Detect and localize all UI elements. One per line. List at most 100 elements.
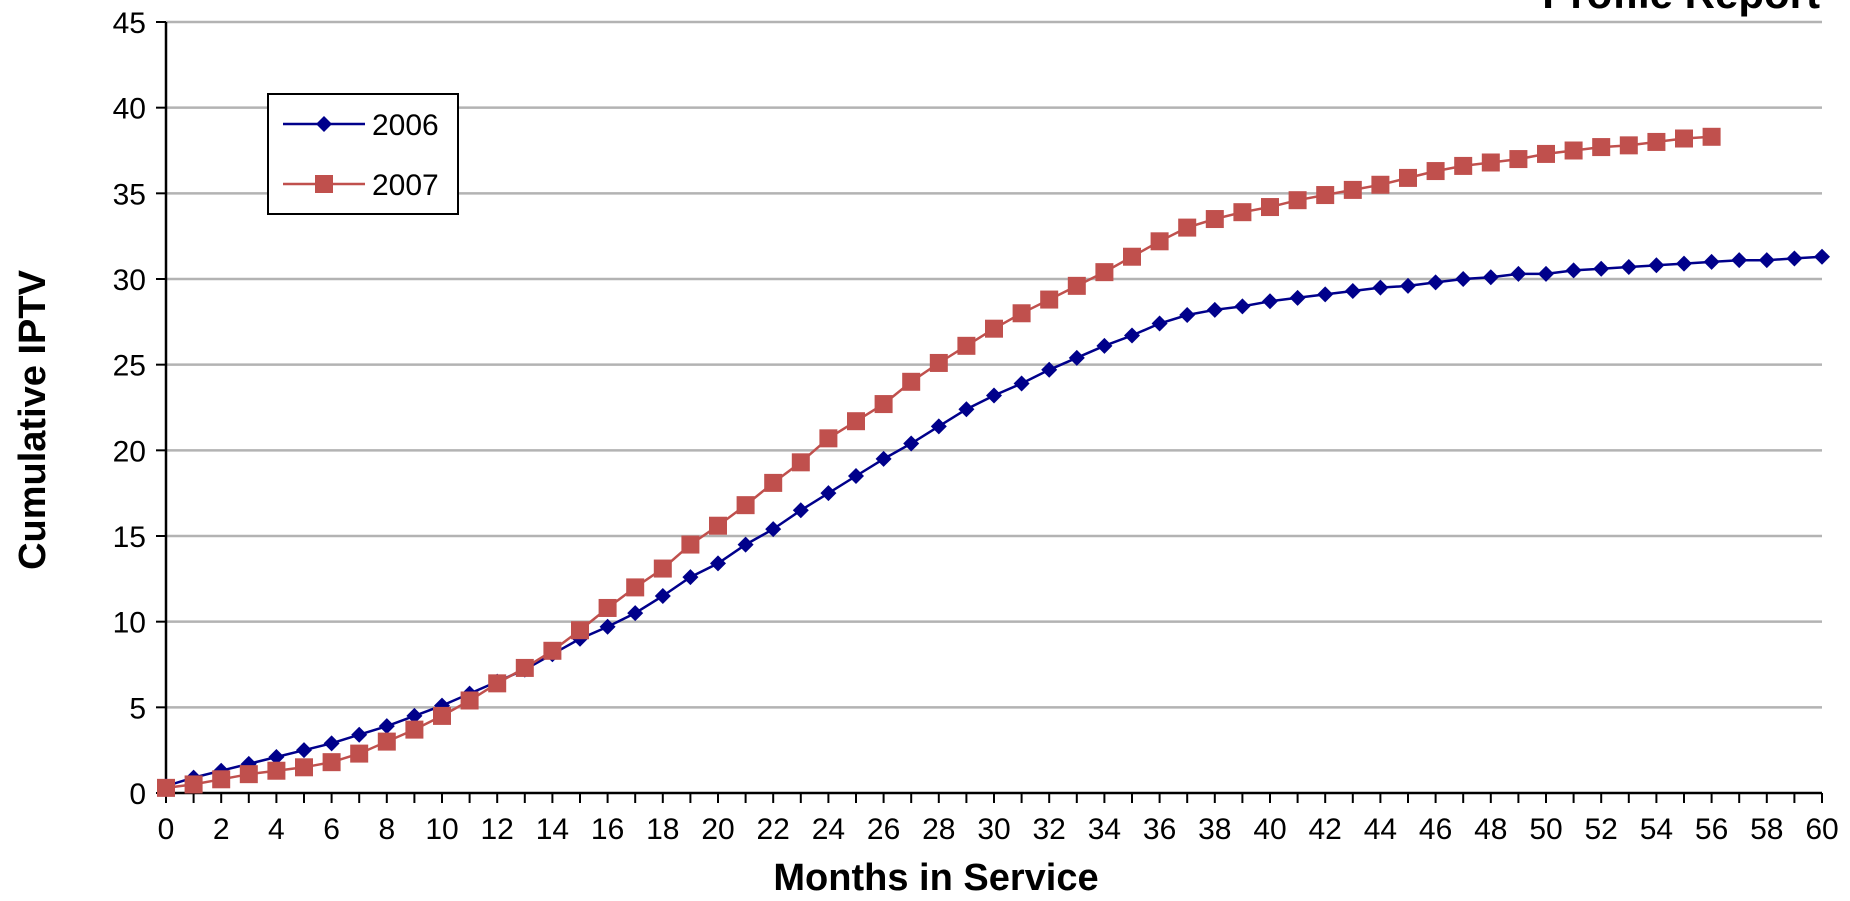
x-tick-label-8: 8 <box>378 813 395 846</box>
point-2006-52 <box>1593 260 1610 277</box>
point-2006-59 <box>1786 250 1803 267</box>
point-2006-53 <box>1620 259 1637 276</box>
point-2007-18 <box>653 559 672 578</box>
point-2007-30 <box>985 319 1003 338</box>
legend-marker-2006 <box>316 116 332 132</box>
point-2007-14 <box>543 641 562 660</box>
legend-label-2006: 2006 <box>372 109 439 142</box>
point-2007-31 <box>1012 304 1031 323</box>
x-tick-label-12: 12 <box>481 813 514 846</box>
point-2007-22 <box>764 473 783 492</box>
series-line-2007 <box>165 135 1712 790</box>
point-2007-27 <box>902 372 921 391</box>
point-2007-21 <box>736 496 755 515</box>
point-2007-43 <box>1343 180 1362 199</box>
point-2006-45 <box>1400 277 1416 294</box>
x-tick-label-34: 34 <box>1088 813 1121 846</box>
point-2007-6 <box>322 753 341 772</box>
point-2006-21 <box>737 536 754 553</box>
point-2006-44 <box>1372 279 1389 296</box>
series-2006 <box>158 248 1830 795</box>
point-2007-40 <box>1261 198 1279 217</box>
point-2006-29 <box>958 401 975 418</box>
point-2006-24 <box>820 485 837 502</box>
point-2007-55 <box>1675 129 1693 148</box>
point-2006-31 <box>1013 375 1030 392</box>
legend-box <box>267 93 459 215</box>
point-2006-20 <box>710 555 726 572</box>
x-tick-label-24: 24 <box>812 813 845 846</box>
point-2007-44 <box>1371 175 1390 194</box>
point-2007-33 <box>1067 276 1086 295</box>
point-2007-20 <box>709 516 727 535</box>
point-2007-17 <box>626 578 645 597</box>
x-tick-label-56: 56 <box>1695 813 1728 846</box>
point-2007-46 <box>1426 162 1445 181</box>
point-2006-54 <box>1648 257 1665 274</box>
point-2006-33 <box>1068 349 1085 366</box>
point-2006-5 <box>296 742 312 759</box>
point-2007-54 <box>1647 132 1666 151</box>
point-2006-18 <box>654 587 671 604</box>
point-2006-56 <box>1703 253 1720 270</box>
x-tick-label-42: 42 <box>1309 813 1342 846</box>
point-2006-47 <box>1455 271 1472 287</box>
y-tick-label-0: 0 <box>129 778 146 811</box>
point-2007-47 <box>1454 156 1473 175</box>
point-2007-51 <box>1564 141 1583 160</box>
point-2007-15 <box>571 621 589 640</box>
point-2007-3 <box>239 765 258 784</box>
point-2006-48 <box>1482 269 1499 286</box>
legend-marker-2007 <box>315 175 333 193</box>
point-2006-7 <box>351 726 368 743</box>
legend-label-2007: 2007 <box>372 169 439 202</box>
point-2007-26 <box>874 395 893 414</box>
y-tick-label-35: 35 <box>113 178 146 211</box>
point-2007-13 <box>515 658 534 677</box>
point-2007-11 <box>460 691 479 710</box>
point-2006-26 <box>875 450 892 467</box>
x-tick-label-14: 14 <box>536 813 569 846</box>
point-2006-37 <box>1179 306 1196 323</box>
legend: 2006 2007 <box>267 93 459 215</box>
point-2007-36 <box>1150 232 1169 251</box>
point-2006-17 <box>627 605 644 622</box>
point-2007-2 <box>212 770 231 789</box>
x-tick-label-58: 58 <box>1750 813 1783 846</box>
point-2007-45 <box>1399 168 1417 187</box>
point-2007-0 <box>157 778 175 797</box>
point-2006-27 <box>903 435 920 452</box>
point-2006-4 <box>268 749 285 766</box>
point-2007-29 <box>957 336 976 355</box>
x-tick-label-26: 26 <box>867 813 900 846</box>
point-2006-55 <box>1676 255 1692 272</box>
point-2006-41 <box>1289 289 1306 306</box>
point-2006-49 <box>1510 265 1527 282</box>
point-2006-23 <box>792 502 809 519</box>
x-axis-title: Months in Service <box>773 857 1098 899</box>
point-2007-32 <box>1040 290 1059 309</box>
x-tick-label-60: 60 <box>1805 813 1838 846</box>
chart-title: Profile Report <box>1542 0 1820 17</box>
series-layer <box>157 127 1830 797</box>
x-tick-label-28: 28 <box>922 813 955 846</box>
point-2007-56 <box>1702 127 1721 146</box>
point-2007-39 <box>1233 203 1252 222</box>
y-tick-label-45: 45 <box>113 7 146 40</box>
point-2006-32 <box>1041 361 1058 378</box>
y-tick-label-25: 25 <box>113 350 146 383</box>
x-tick-label-30: 30 <box>977 813 1010 846</box>
x-tick-label-20: 20 <box>701 813 734 846</box>
x-tick-label-0: 0 <box>158 813 175 846</box>
y-axis-title: Cumulative IPTV <box>12 269 54 569</box>
point-2006-58 <box>1758 252 1775 269</box>
y-tick-label-15: 15 <box>113 521 146 554</box>
point-2006-40 <box>1262 293 1278 310</box>
x-tick-label-44: 44 <box>1364 813 1397 846</box>
point-2007-24 <box>819 429 838 448</box>
point-2006-8 <box>378 718 395 735</box>
point-2007-37 <box>1178 218 1197 237</box>
point-2006-36 <box>1151 315 1168 332</box>
point-2007-5 <box>295 758 313 777</box>
